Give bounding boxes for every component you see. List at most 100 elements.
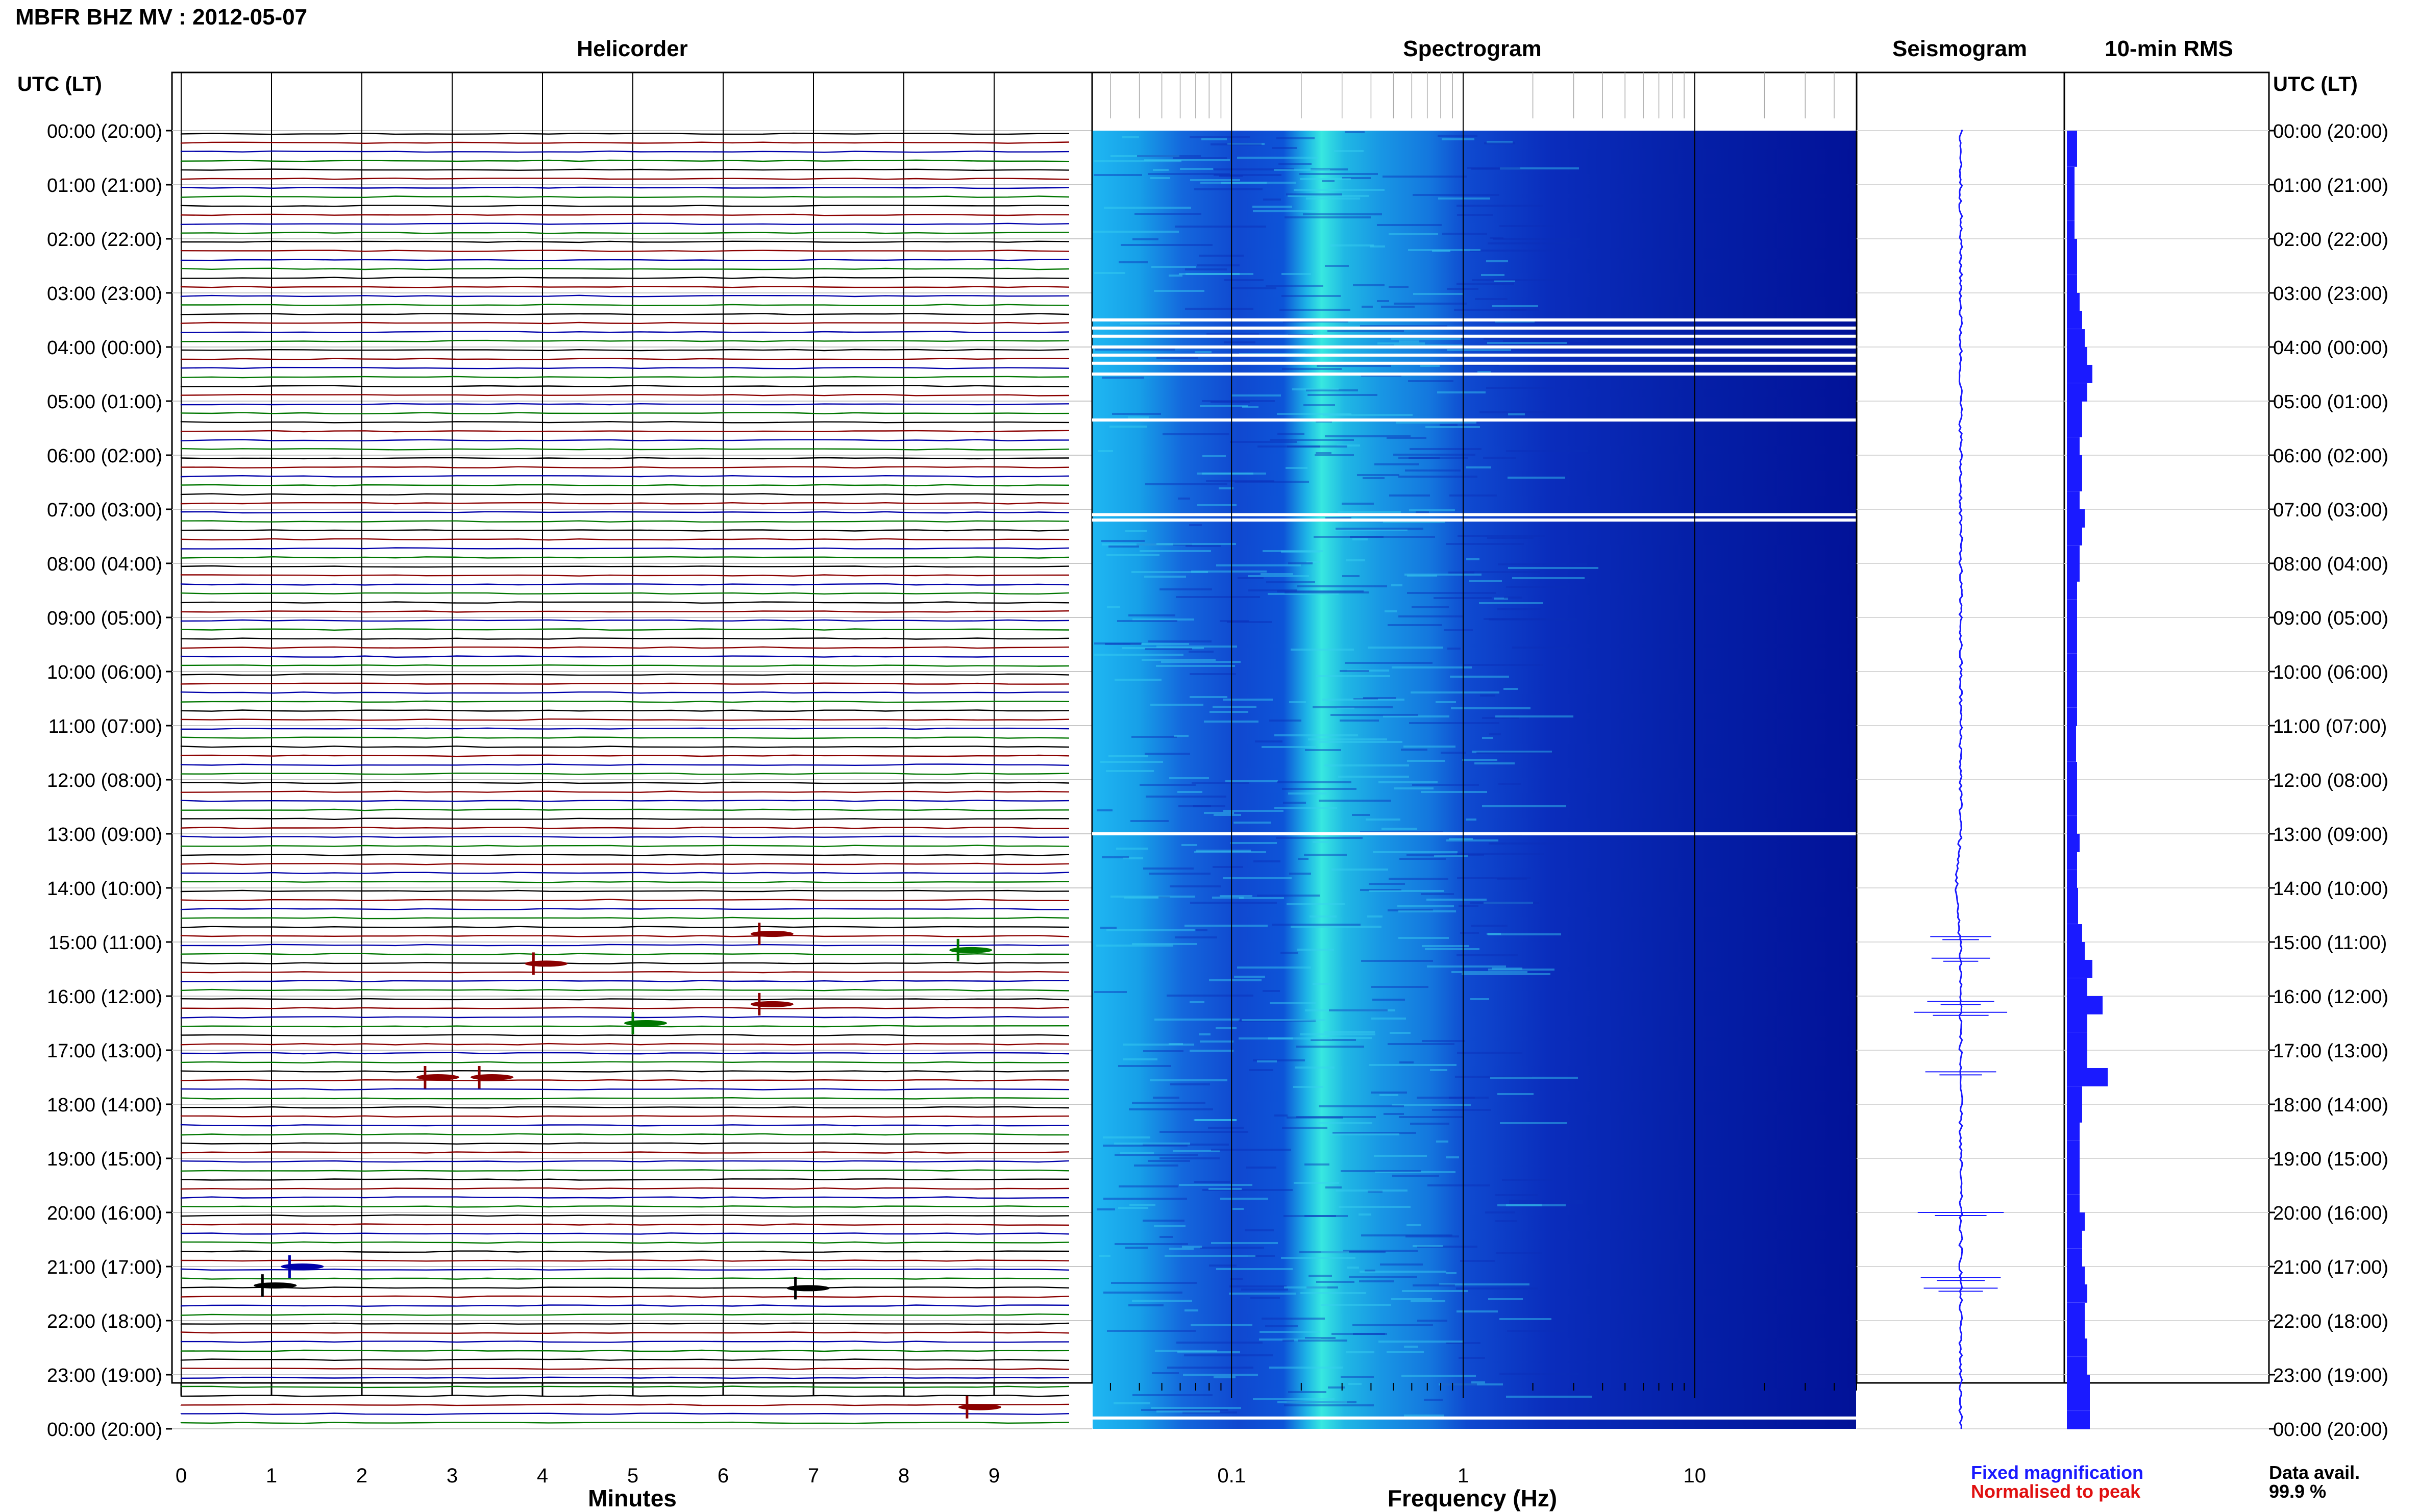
spectrogram-streak [1498,783,1521,785]
spectrogram-streak [1497,1204,1542,1206]
spectrogram-streak [1189,651,1214,653]
time-label-left: 13:00 (09:00) [47,824,162,846]
spectrogram-streak [1196,929,1207,931]
spectrogram-streak [1319,1105,1404,1107]
helicorder-trace [180,331,1070,334]
spectrogram-streak [1398,615,1463,617]
spectrogram-streak [1257,895,1320,897]
spectrogram-streak [1167,1367,1253,1369]
spectrogram-streak [1235,481,1309,483]
time-label-left: 18:00 (14:00) [47,1095,162,1116]
helicorder-trace [180,1052,1070,1055]
spectrogram-streak [1211,1242,1278,1244]
time-label-left: 16:00 (12:00) [47,986,162,1008]
helicorder-trace [180,1160,1070,1163]
spectrogram-streak [1336,528,1423,530]
helicorder-event [416,1074,459,1080]
spectrogram-streak [1342,177,1371,179]
helicorder-trace [180,1142,1070,1145]
rms-bar [2067,131,2077,149]
spectrogram-streak [1331,1333,1387,1335]
spectrogram-streak [1342,575,1360,577]
helicorder-frame [171,71,1093,1384]
spectrogram-streak [1239,1020,1316,1022]
spectrogram-streak [1281,1257,1355,1259]
rms-bar [2067,1267,2085,1285]
spectrogram-streak [1178,805,1211,807]
spectrogram-streak [1309,1275,1332,1277]
spectrogram-streak [1389,878,1448,880]
rms-bar [2067,1375,2090,1393]
spectrogram-streak [1494,280,1515,282]
spectrogram-streak [1131,736,1177,738]
helicorder-trace [180,285,1070,288]
spectrogram-streak [1094,654,1183,656]
spectrogram-gap [1092,334,1857,338]
spectrogram-gap [1092,361,1857,365]
rms-bar [2067,546,2080,564]
spectrogram-streak [1123,1044,1194,1046]
spectrogram-streak [1262,1318,1325,1320]
spectrogram-streak [1410,1123,1449,1125]
spectrogram-streak [1277,433,1304,435]
helicorder-trace [180,366,1070,369]
spectrogram-streak [1206,333,1259,335]
spectrogram-streak [1190,1050,1233,1052]
spectrogram-streak [1449,838,1473,840]
time-label-right: 19:00 (15:00) [2273,1149,2388,1170]
rms-bar [2067,167,2075,185]
spectrogram-streak [1371,1092,1407,1094]
spectrogram-streak [1353,284,1385,286]
spectrogram-streak [1447,349,1511,351]
spectrogram-streak [1107,1330,1196,1332]
spectrogram-streak [1330,714,1418,716]
spectrogram-streak [1102,856,1129,858]
helicorder-trace [180,1340,1070,1343]
helicorder-trace [181,349,1070,352]
spectrogram-streak [1388,624,1442,626]
spectrogram-streak [1480,695,1495,697]
helicorder-trace [180,926,1070,929]
helicorder-trace [180,159,1070,162]
spectrogram-streak [1392,1104,1471,1106]
spectrogram-streak [1457,1052,1522,1054]
spectrogram-streak [1288,1391,1326,1393]
helicorder-trace [180,727,1070,730]
helicorder-trace [180,250,1070,253]
time-label-left: 06:00 (02:00) [47,445,162,467]
spectrogram-streak [1106,929,1195,931]
helicorder-trace [180,1421,1070,1424]
spectrogram-streak [1287,903,1345,905]
spectrogram-streak [1137,543,1192,546]
spectrogram-streak [1493,238,1580,240]
time-label-left: 17:00 (13:00) [47,1040,162,1062]
time-label-left: 12:00 (08:00) [47,770,162,791]
helicorder-trace [180,1268,1070,1271]
spectrogram-streak [1163,433,1229,435]
helicorder-event [958,1404,1001,1410]
spectrogram-streak [1102,543,1173,546]
helicorder-trace [180,1403,1070,1406]
spectrogram-streak [1132,238,1158,240]
spectrogram-streak [1426,899,1487,901]
spectrogram-streak [1352,538,1368,540]
spectrogram-streak [1208,1127,1244,1129]
spectrogram-streak [1177,1351,1240,1353]
rms-bar [2067,816,2077,834]
spectrogram-streak [1229,1285,1287,1287]
spectrogram-streak [1388,909,1433,911]
spectrogram-streak [1316,452,1331,454]
spectrogram-streak [1128,614,1175,616]
rms-bar [2067,293,2080,311]
spectrogram-streak [1156,665,1235,667]
spectrogram-streak [1288,195,1369,197]
spectrogram-streak [1128,416,1149,418]
spectrogram-streak [1369,1064,1457,1066]
spectrogram-streak [1470,998,1489,1000]
spectrogram-streak [1120,323,1180,325]
spectrogram-streak [1310,915,1337,918]
spectrogram-streak [1108,546,1139,548]
spectrogram-streak [1345,131,1365,133]
spectrogram-gap [1092,318,1857,321]
spectrogram-streak [1297,585,1387,587]
